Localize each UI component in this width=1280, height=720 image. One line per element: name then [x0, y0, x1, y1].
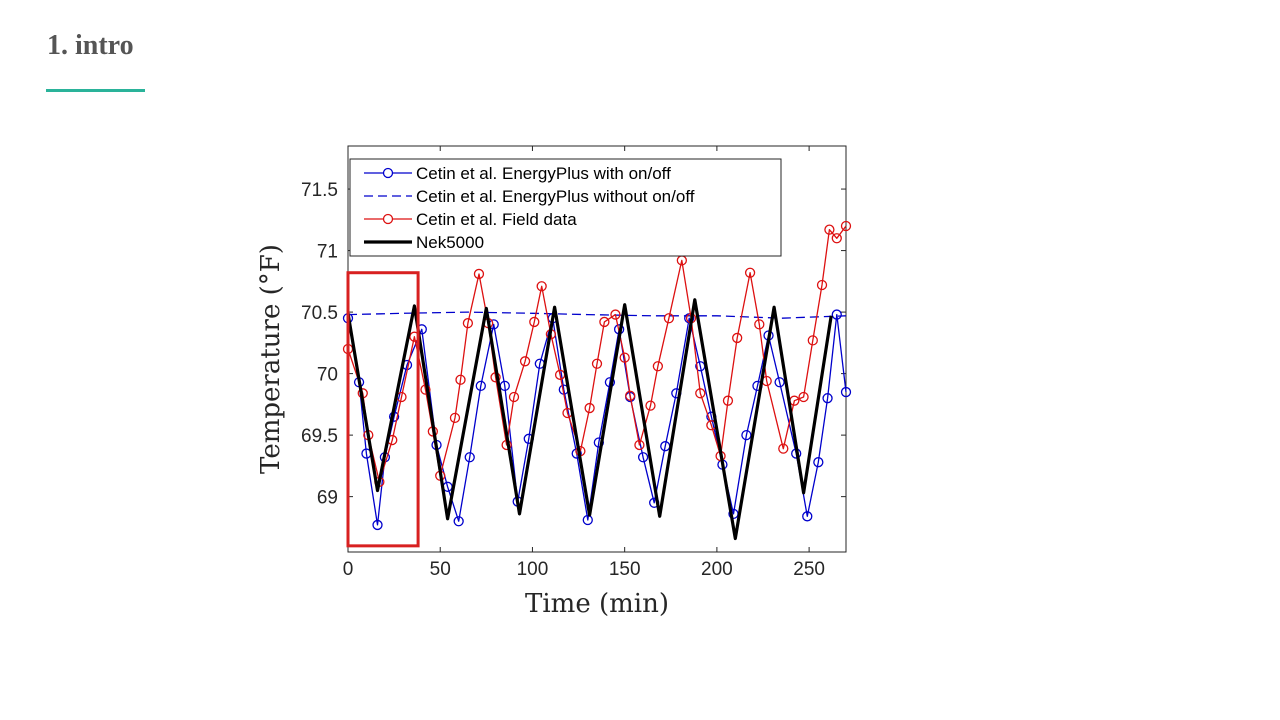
legend-label: Cetin et al. Field data: [416, 210, 577, 229]
data-point: [455, 374, 466, 385]
y-axis-title: Temperature (°F): [256, 244, 286, 474]
data-point: [741, 429, 752, 441]
data-point: [475, 380, 486, 392]
data-point: [449, 412, 461, 424]
title-underline: [46, 89, 145, 92]
data-point: [744, 267, 756, 278]
data-point: [663, 313, 675, 324]
data-point: [754, 319, 765, 330]
data-point: [536, 281, 547, 292]
data-point: [722, 395, 734, 406]
data-point: [840, 386, 852, 398]
x-axis-title: Time (min): [525, 589, 669, 619]
legend: Cetin et al. EnergyPlus with on/off Cetin…: [349, 158, 782, 257]
data-point: [652, 361, 664, 372]
data-point: [831, 233, 842, 244]
legend-label: Cetin et al. EnergyPlus with on/off: [416, 164, 671, 183]
data-point: [637, 452, 649, 463]
data-point: [529, 316, 540, 328]
data-point: [774, 377, 785, 388]
data-point: [798, 391, 809, 403]
data-point: [582, 514, 593, 526]
y-tick-label: 69: [317, 488, 338, 509]
x-tick-label: 200: [701, 559, 733, 580]
data-point: [591, 358, 603, 369]
data-point: [473, 268, 485, 280]
data-point: [802, 511, 813, 522]
series-line: [346, 298, 833, 541]
x-tick-label: 100: [517, 559, 549, 580]
x-tick-label: 250: [793, 559, 825, 580]
data-point: [732, 332, 743, 344]
y-tick-label: 69.5: [301, 426, 338, 447]
data-point: [778, 443, 789, 454]
data-point: [453, 516, 464, 527]
data-point: [625, 390, 636, 401]
series-line: [347, 313, 847, 526]
y-tick-label: 71: [317, 242, 338, 263]
data-point: [634, 439, 645, 451]
data-point: [462, 318, 474, 329]
legend-label: Cetin et al. EnergyPlus without on/off: [416, 187, 695, 206]
legend-entry-0: Cetin et al. EnergyPlus with on/off: [364, 164, 671, 183]
highlight-box: [346, 271, 420, 548]
y-tick-label: 71.5: [301, 180, 338, 201]
data-point: [519, 356, 531, 367]
data-point: [816, 279, 828, 291]
data-point: [372, 519, 383, 531]
data-point: [822, 393, 833, 404]
legend-box: [349, 158, 782, 257]
axes-layer: 0 50 100 150 200 250 69 69.5 70 70.5 71 71.5: [301, 145, 847, 580]
legend-label: Nek5000: [416, 233, 484, 252]
data-point: [807, 335, 818, 346]
y-tick-label: 70: [317, 365, 338, 386]
data-point: [599, 316, 610, 328]
series-1: [347, 311, 847, 319]
highlight-layer: [346, 271, 420, 548]
legend-entry-1: Cetin et al. EnergyPlus without on/off: [364, 187, 695, 206]
legend-marker: [382, 167, 394, 179]
data-point: [645, 400, 656, 411]
data-point: [610, 309, 621, 320]
legend-entry-3: Nek5000: [364, 233, 484, 252]
legend-entry-2: Cetin et al. Field data: [364, 210, 577, 229]
data-point: [593, 437, 604, 448]
data-point: [831, 309, 842, 320]
data-point: [508, 391, 520, 403]
series-3: [346, 298, 833, 541]
series-layer: [342, 220, 852, 541]
series-line: [347, 311, 847, 319]
x-tick-label: 0: [343, 559, 354, 580]
data-point: [619, 352, 630, 363]
legend-marker: [382, 213, 394, 225]
data-point: [584, 402, 595, 414]
y-tick-label: 70.5: [301, 303, 338, 324]
data-point: [824, 224, 835, 235]
data-point: [840, 220, 852, 232]
data-point: [464, 452, 475, 463]
data-point: [813, 457, 824, 468]
x-tick-label: 50: [430, 559, 451, 580]
slide-title: 1. intro: [47, 30, 134, 61]
x-tick-label: 150: [609, 559, 641, 580]
data-point: [695, 388, 706, 399]
